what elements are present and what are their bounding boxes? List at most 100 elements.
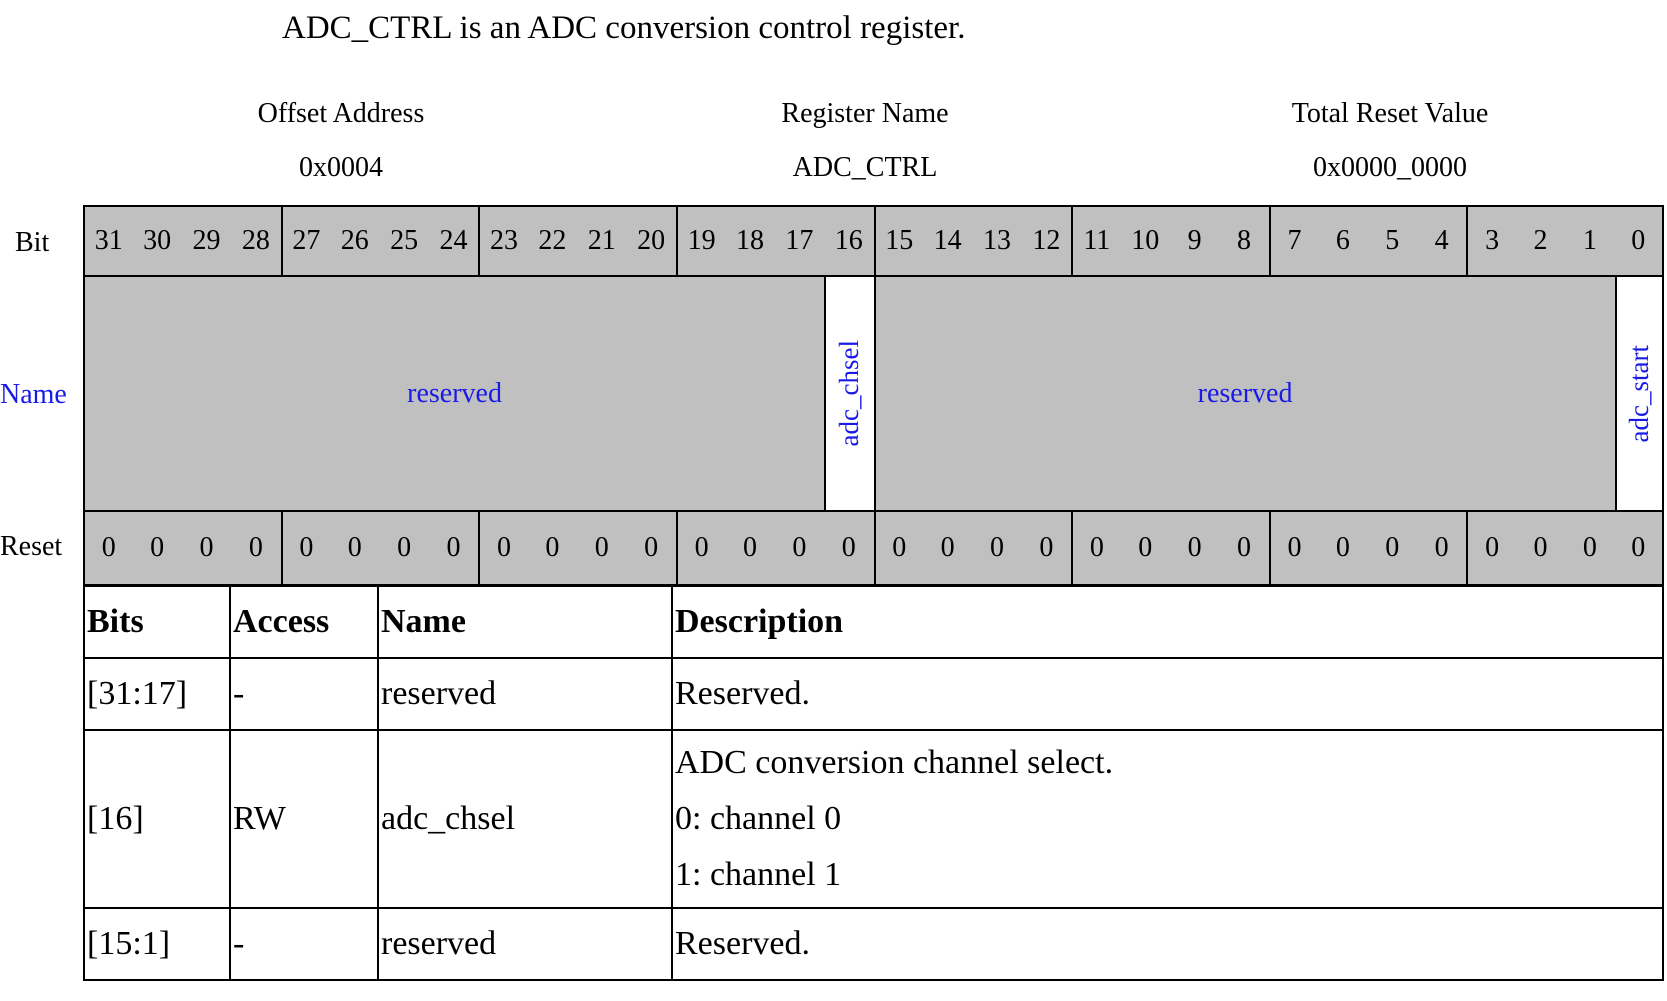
reset-value-cell: 0 [330, 512, 380, 586]
bit-number-cell: 0 [1614, 205, 1664, 277]
access-cell: RW [229, 729, 379, 909]
field-name-label: adc_start [1623, 344, 1654, 443]
field-description-table: Bits Access Name Description [31:17] - res… [83, 585, 1664, 981]
table-row: [16] RW adc_chsel ADC conversion channel se… [83, 729, 1664, 909]
name-cell: reserved [377, 907, 673, 981]
description-line: Reserved. [675, 675, 811, 712]
reset-value-cell: 0 [725, 512, 775, 586]
reset-value-cell: 0 [1021, 512, 1072, 586]
reset-row-label: Reset [0, 531, 63, 562]
bit-number-cell: 11 [1071, 205, 1121, 277]
bit-number-cell: 25 [379, 205, 429, 277]
reset-value-cell: 0 [1318, 512, 1368, 586]
bit-number-cell: 28 [231, 205, 281, 277]
table-header-row: Bits Access Name Description [83, 585, 1664, 659]
field-name-label: reserved [1197, 377, 1293, 409]
register-name-value: ADC_CTRL [792, 152, 938, 183]
offset-address-label: Offset Address [257, 98, 425, 129]
field-name-label: reserved [407, 377, 502, 409]
reset-value-cell: 0 [922, 512, 973, 586]
total-reset-value: 0x0000_0000 [1313, 152, 1467, 183]
header-bits: Bits [83, 585, 231, 659]
bit-number-cell: 2 [1515, 205, 1566, 277]
bit-number-cell: 19 [675, 205, 726, 277]
header-name: Name [377, 585, 673, 659]
register-bit-map: 31 30 29 28 27 26 25 24 23 22 21 20 19 18 17 16 15 14 13 12… [83, 205, 1664, 586]
bit-number-cell: 1 [1565, 205, 1615, 277]
total-reset-label: Total Reset Value [1291, 98, 1489, 129]
reset-value-cell: 0 [83, 512, 133, 586]
bit-number-cell: 15 [873, 205, 923, 277]
reset-value-cell: 0 [1219, 512, 1269, 586]
bit-number-cell: 31 [83, 205, 133, 277]
table-row: [15:1] - reserved Reserved. [83, 907, 1664, 981]
bit-number-cell: 3 [1466, 205, 1516, 277]
reset-value-cell: 0 [527, 512, 578, 586]
register-name-label: Register Name [781, 98, 949, 129]
bit-number-cell: 10 [1120, 205, 1170, 277]
reset-value-cell: 0 [1614, 512, 1664, 586]
access-cell: - [229, 657, 379, 731]
bit-number-cell: 5 [1367, 205, 1417, 277]
reset-value-cell: 0 [824, 512, 874, 586]
bit-number-cell: 21 [577, 205, 627, 277]
reset-value-cell: 0 [774, 512, 825, 586]
bit-number-cell: 29 [181, 205, 232, 277]
reset-value-cell: 0 [1466, 512, 1516, 586]
bit-number-cell: 4 [1416, 205, 1467, 277]
bit-number-cell: 30 [132, 205, 182, 277]
bit-number-cell: 16 [824, 205, 874, 277]
reset-value-cell: 0 [675, 512, 726, 586]
bit-number-cell: 24 [428, 205, 479, 277]
description-line: 1: channel 1 [675, 856, 842, 893]
reset-value-cell: 0 [231, 512, 281, 586]
bit-number-cell: 9 [1169, 205, 1220, 277]
name-cell: reserved [377, 657, 673, 731]
bit-number-cell: 17 [774, 205, 825, 277]
bit-number-cell: 26 [330, 205, 380, 277]
reset-value-cell: 0 [972, 512, 1022, 586]
reserved-field: reserved [83, 277, 825, 512]
field-adc-start: adc_start [1614, 277, 1664, 512]
description-line: Reserved. [675, 925, 811, 962]
offset-address-value: 0x0004 [299, 152, 383, 183]
reset-value-cell: 0 [478, 512, 528, 586]
bit-row-label: Bit [15, 227, 50, 258]
reset-value-cell: 0 [181, 512, 232, 586]
reset-value-cell: 0 [1120, 512, 1170, 586]
reset-value-cell: 0 [577, 512, 627, 586]
reset-value-cell: 0 [873, 512, 923, 586]
bit-number-cell: 18 [725, 205, 775, 277]
field-name-label: adc_chsel [834, 340, 865, 447]
bit-number-cell: 13 [972, 205, 1022, 277]
reset-value-cell: 0 [379, 512, 429, 586]
name-cell: adc_chsel [377, 729, 673, 909]
table-row: [31:17] - reserved Reserved. [83, 657, 1664, 731]
reset-value-cell: 0 [428, 512, 479, 586]
reset-value-cell: 0 [1416, 512, 1467, 586]
reset-value-cell: 0 [1071, 512, 1121, 586]
description-line: ADC conversion channel select. [675, 744, 1114, 781]
reset-value-cell: 0 [626, 512, 676, 586]
description-cell: Reserved. [671, 657, 1664, 731]
bits-cell: [16] [83, 729, 231, 909]
field-adc-chsel: adc_chsel [824, 277, 874, 512]
access-cell: - [229, 907, 379, 981]
bit-number-cell: 27 [280, 205, 331, 277]
name-row-label: Name [0, 379, 67, 410]
bit-number-cell: 14 [922, 205, 973, 277]
description-cell: Reserved. [671, 907, 1664, 981]
bit-number-cell: 7 [1268, 205, 1319, 277]
bit-number-cell: 20 [626, 205, 676, 277]
reset-value-cell: 0 [1169, 512, 1220, 586]
header-description: Description [671, 585, 1664, 659]
header-access: Access [229, 585, 379, 659]
description-cell: ADC conversion channel select. 0: channel… [671, 729, 1664, 909]
bit-number-cell: 12 [1021, 205, 1072, 277]
reset-value-cell: 0 [132, 512, 182, 586]
reset-value-cell: 0 [1268, 512, 1319, 586]
reset-value-cell: 0 [1515, 512, 1566, 586]
reset-value-cell: 0 [1367, 512, 1417, 586]
bit-number-cell: 22 [527, 205, 578, 277]
bits-cell: [15:1] [83, 907, 231, 981]
